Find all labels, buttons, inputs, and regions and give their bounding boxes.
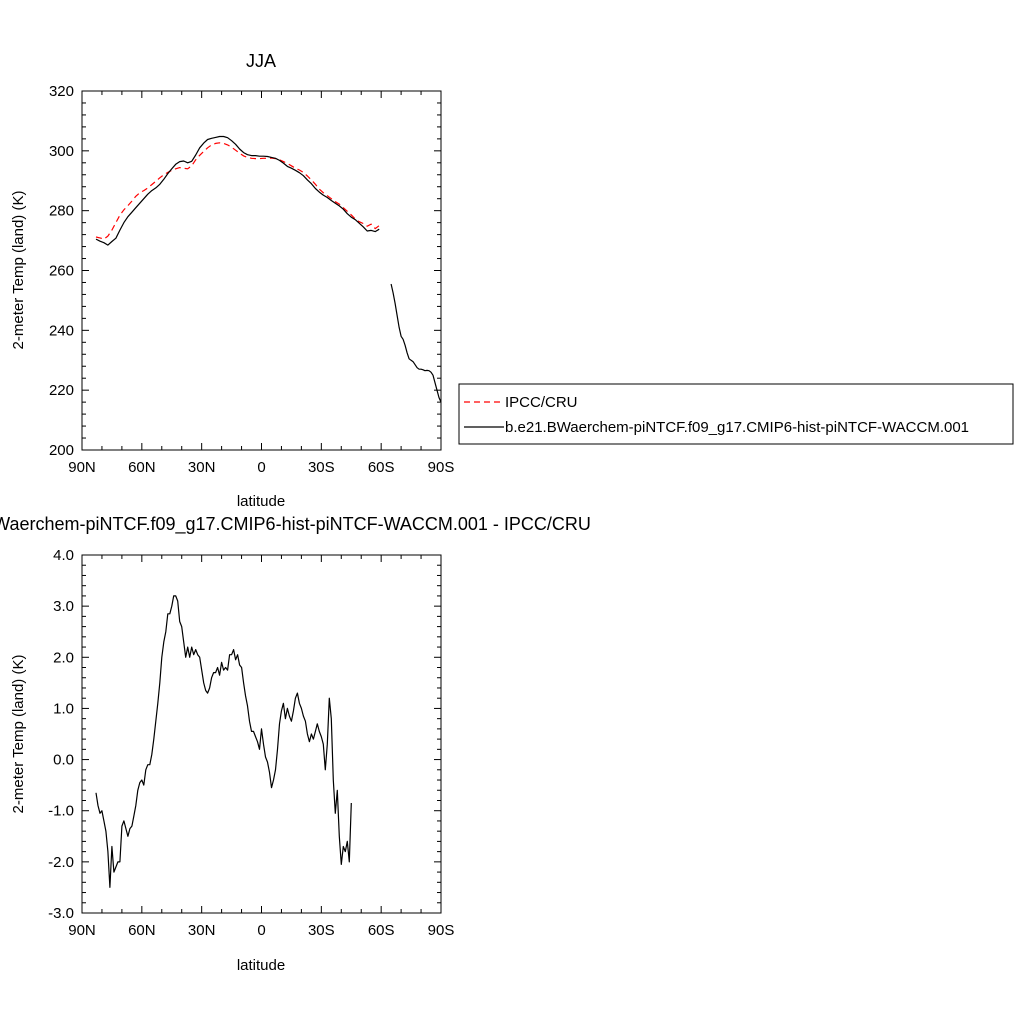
- top-y-tick-label: 300: [49, 143, 74, 160]
- top-x-tick-label: 90S: [428, 459, 455, 476]
- bottom-y-tick-label: -1.0: [48, 803, 74, 820]
- top-chart-title: JJA: [246, 51, 276, 71]
- legend-label-model: b.e21.BWaerchem-piNTCF.f09_g17.CMIP6-his…: [505, 419, 969, 436]
- top-x-tick-label: 60S: [368, 459, 395, 476]
- top-x-tick-label: 60N: [128, 459, 156, 476]
- bottom-x-tick-label: 30N: [188, 922, 216, 939]
- bottom-y-tick-label: 0.0: [53, 752, 74, 769]
- top-x-tick-label: 30S: [308, 459, 335, 476]
- top-axes-ticks: [81, 90, 442, 451]
- bottom-y-tick-label: 2.0: [53, 649, 74, 666]
- bottom-x-tick-label: 90N: [68, 922, 96, 939]
- bottom-chart-title: b.e21.BWaerchem-piNTCF.f09_g17.CMIP6-his…: [0, 514, 591, 535]
- top-x-tick-label: 0: [257, 459, 265, 476]
- top-series-lines: [95, 135, 442, 403]
- bottom-x-tick-label: 60S: [368, 922, 395, 939]
- top-series-line-1: [390, 283, 442, 403]
- bottom-x-tick-label: 0: [257, 922, 265, 939]
- bottom-x-tick-label: 60N: [128, 922, 156, 939]
- top-series-line-1: [95, 135, 380, 246]
- legend: IPCC/CRU b.e21.BWaerchem-piNTCF.f09_g17.…: [458, 383, 1014, 445]
- bottom-plot-frame: [81, 554, 442, 914]
- top-y-tick-label: 280: [49, 203, 74, 220]
- bottom-y-tick-label: 1.0: [53, 700, 74, 717]
- top-y-tick-label: 200: [49, 442, 74, 459]
- top-series-line-0: [95, 142, 380, 240]
- bottom-x-tick-label: 30S: [308, 922, 335, 939]
- bottom-series-lines: [95, 595, 352, 889]
- bottom-y-tick-label: 4.0: [53, 547, 74, 564]
- top-x-axis-label: latitude: [237, 493, 285, 510]
- top-y-tick-label: 260: [49, 263, 74, 280]
- bottom-y-tick-label: -2.0: [48, 854, 74, 871]
- top-panel: JJA 90N 60N 30N 0 30S 60S 90S 200 220 240 260 280 3…: [10, 51, 454, 510]
- legend-label-ipcc-cru: IPCC/CRU: [505, 394, 578, 411]
- top-y-tick-label: 240: [49, 322, 74, 339]
- top-y-tick-labels: 200 220 240 260 280 300 320: [49, 83, 74, 459]
- bottom-y-tick-label: 3.0: [53, 598, 74, 615]
- bottom-y-axis-label: 2-meter Temp (land) (K): [10, 655, 27, 814]
- top-y-tick-label: 320: [49, 83, 74, 100]
- bottom-x-axis-label: latitude: [237, 957, 285, 974]
- bottom-y-tick-label: -3.0: [48, 905, 74, 922]
- bottom-x-tick-labels: 90N 60N 30N 0 30S 60S 90S: [68, 922, 454, 939]
- bottom-series-line-0: [95, 595, 352, 889]
- top-x-tick-labels: 90N 60N 30N 0 30S 60S 90S: [68, 459, 454, 476]
- top-y-axis-label: 2-meter Temp (land) (K): [10, 191, 27, 350]
- top-x-tick-label: 30N: [188, 459, 216, 476]
- bottom-panel: b.e21.BWaerchem-piNTCF.f09_g17.CMIP6-his…: [0, 514, 591, 974]
- top-y-tick-label: 220: [49, 382, 74, 399]
- bottom-x-tick-label: 90S: [428, 922, 455, 939]
- top-x-tick-label: 90N: [68, 459, 96, 476]
- bottom-y-tick-labels: -3.0 -2.0 -1.0 0.0 1.0 2.0 3.0 4.0: [48, 547, 74, 922]
- legend-box: [458, 383, 1014, 445]
- top-plot-frame: [81, 90, 442, 451]
